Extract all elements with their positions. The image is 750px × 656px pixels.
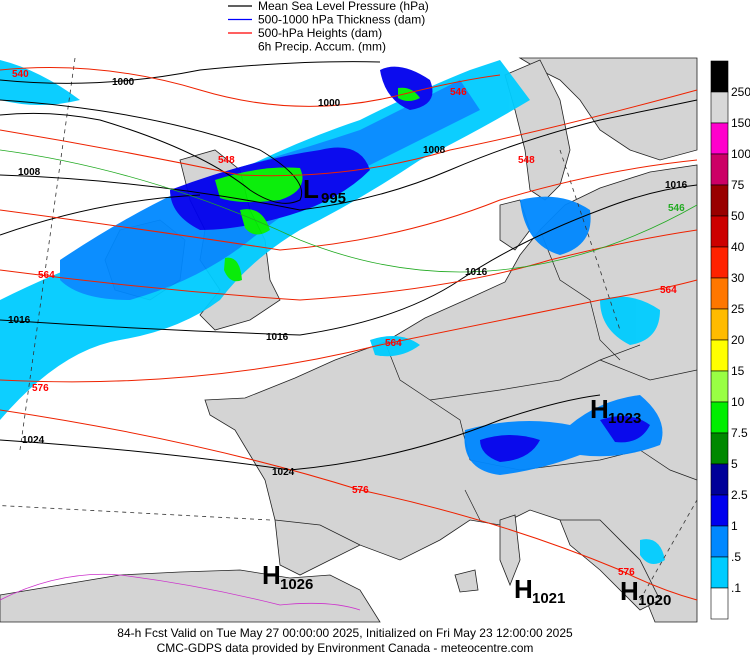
colorbar-cell xyxy=(710,525,729,558)
pressure-letter: L xyxy=(303,174,319,204)
thickness-contours xyxy=(0,149,698,273)
pressure-value: 1020 xyxy=(638,592,671,609)
colorbar-cell xyxy=(710,463,729,496)
contour-label: 546 xyxy=(450,87,467,98)
legend-label: 500-1000 hPa Thickness (dam) xyxy=(258,13,425,27)
contour-label: 1008 xyxy=(18,167,41,178)
colorbar-label: 2.5 xyxy=(731,488,748,502)
contour-label: 1016 xyxy=(266,332,289,343)
colorbar-cell xyxy=(710,308,729,341)
colorbar-cell xyxy=(710,556,729,589)
colorbar-cell xyxy=(710,370,729,403)
contour-label: 1016 xyxy=(8,315,31,326)
contour-label: 564 xyxy=(38,270,55,281)
pressure-value: 995 xyxy=(321,190,346,207)
colorbar-label: 40 xyxy=(731,240,745,254)
pressure-letter: H xyxy=(620,576,639,606)
contour-label: 1024 xyxy=(22,435,45,446)
colorbar-cell xyxy=(710,91,729,124)
colorbar-label: .5 xyxy=(731,550,741,564)
colorbar-cell xyxy=(710,494,729,527)
contour-label: 548 xyxy=(218,155,235,166)
footer-line: 84-h Fcst Valid on Tue May 27 00:00:00 2… xyxy=(117,626,573,640)
colorbar-cell xyxy=(710,401,729,434)
contour-label: 576 xyxy=(32,383,49,394)
pressure-value: 1023 xyxy=(608,410,641,427)
contour-label: 1024 xyxy=(272,467,295,478)
precipitation xyxy=(0,60,665,564)
colorbar-label: 250 xyxy=(731,85,750,99)
colorbar-cell xyxy=(710,277,729,310)
colorbar-cell xyxy=(710,587,729,620)
contour-labels: 540 1000 1000 1008 546 548 1008 548 1016 546 1016 5… xyxy=(8,69,688,578)
colorbar-label: 30 xyxy=(731,271,745,285)
colorbar-label: 1 xyxy=(731,519,738,533)
contour-label: 564 xyxy=(385,338,402,349)
contour-label: 540 xyxy=(12,69,29,80)
colorbar-label: .1 xyxy=(731,581,741,595)
contour-label: 548 xyxy=(518,155,535,166)
legend: Mean Sea Level Pressure (hPa)500-1000 hP… xyxy=(228,0,429,54)
contour-label: 1000 xyxy=(318,98,341,109)
contour-label: 1000 xyxy=(112,77,135,88)
map xyxy=(0,57,698,623)
isobars xyxy=(0,61,698,471)
colorbar-label: 5 xyxy=(731,457,738,471)
contour-label: 1008 xyxy=(423,145,446,156)
colorbar-cell xyxy=(710,60,729,93)
footer-line: CMC-GDPS data provided by Environment Ca… xyxy=(157,641,534,655)
contour-label: 1016 xyxy=(665,180,688,191)
pressure-letter: H xyxy=(262,560,281,590)
contour-label: 1016 xyxy=(465,267,488,278)
pressure-value: 1021 xyxy=(532,590,565,607)
thickness-contours-south xyxy=(0,573,361,611)
colorbar-label: 25 xyxy=(731,302,745,316)
colorbar-cell xyxy=(710,153,729,186)
colorbar-label: 7.5 xyxy=(731,426,748,440)
colorbar: 250 150 100 75 50 40 30 25 20 15 10 7.5 5 2.5 1 .5 .1 xyxy=(710,60,750,620)
colorbar-label: 20 xyxy=(731,333,745,347)
colorbar-label: 50 xyxy=(731,209,745,223)
colorbar-cell xyxy=(710,339,729,372)
colorbar-cell xyxy=(710,184,729,217)
pressure-value: 1026 xyxy=(280,576,313,593)
colorbar-label: 75 xyxy=(731,178,745,192)
pressure-letter: H xyxy=(590,394,609,424)
legend-label: Mean Sea Level Pressure (hPa) xyxy=(258,0,429,13)
colorbar-label: 15 xyxy=(731,364,745,378)
colorbar-cell xyxy=(710,246,729,279)
contour-label: 576 xyxy=(352,485,369,496)
colorbar-cell xyxy=(710,122,729,155)
colorbar-label: 100 xyxy=(731,147,750,161)
legend-label: 6h Precip. Accum. (mm) xyxy=(258,40,386,54)
contour-label: 576 xyxy=(618,567,635,578)
colorbar-label: 10 xyxy=(731,395,745,409)
colorbar-cell xyxy=(710,432,729,465)
pressure-letter: H xyxy=(514,574,533,604)
contour-label: 546 xyxy=(668,203,685,214)
legend-label: 500-hPa Heights (dam) xyxy=(258,26,382,40)
colorbar-label: 150 xyxy=(731,116,750,130)
height-contours xyxy=(0,67,698,601)
colorbar-cell xyxy=(710,215,729,248)
contour-label: 564 xyxy=(660,285,677,296)
